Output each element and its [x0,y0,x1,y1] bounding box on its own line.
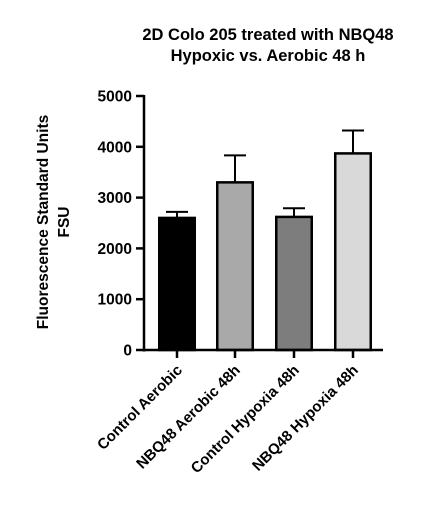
bar-1 [158,216,196,352]
y-axis-label-line-1: Fluorescence Standard Units [35,115,52,329]
y-tick-label-3: 2000 [98,241,132,258]
chart-title-line-2: Hypoxic vs. Aerobic 48 h [171,47,366,65]
x-tick-label-3: Control Hypoxia 48h [188,362,303,477]
bar-3 [275,215,313,352]
y-axis-label: Fluorescence Standard Units FSU [35,115,73,329]
y-tick-label-6: 5000 [98,89,132,106]
y-tick-label-4: 3000 [98,190,132,207]
y-tick-label-2: 1000 [98,292,132,309]
y-tick-label-5: 4000 [98,139,132,156]
x-tick-label-4: NBQ48 Hypoxia 48h [249,362,362,475]
y-axis-label-line-2: FSU [56,207,73,238]
x-tick-label-2: NBQ48 Aerobic 48h [133,362,244,473]
bar-4 [334,152,372,352]
bar-2 [216,181,254,352]
y-tick-label-1: 0 [123,343,132,360]
chart-title-line-1: 2D Colo 205 treated with NBQ48 [142,26,393,44]
